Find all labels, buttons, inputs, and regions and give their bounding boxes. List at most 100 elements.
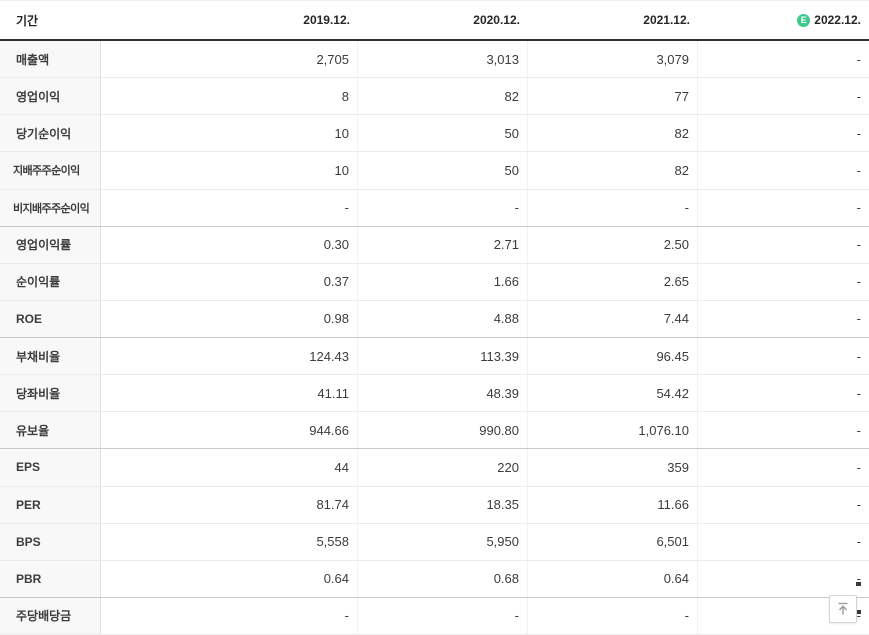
cell-value-2021: 0.64 (528, 560, 698, 597)
cell-value-2021: - (528, 189, 698, 226)
cell-value-2020: 3,013 (358, 41, 528, 78)
column-header-label: 2020.12. (473, 13, 520, 27)
cell-value-2022: - (856, 200, 861, 216)
row-label: 영업이익률 (0, 226, 101, 263)
cell-value-2019: 124.43 (101, 338, 358, 375)
column-header-2019: 2019.12. (101, 13, 358, 27)
cell-value-2022: - (856, 162, 861, 178)
cell-value-2020: 50 (358, 115, 528, 152)
cell-value-2021: 11.66 (528, 486, 698, 523)
cell-value-2021: 3,079 (528, 41, 698, 78)
cell-value-2021: 82 (528, 115, 698, 152)
table-row: 영업이익률 0.30 2.71 2.50 - (0, 226, 869, 264)
table-row: BPS 5,558 5,950 6,501 - (0, 523, 869, 561)
cell-value-2021: - (528, 597, 698, 634)
table-row: 유보율 944.66 990.80 1,076.10 - (0, 412, 869, 450)
cell-value-2020: 82 (358, 78, 528, 115)
table-row: 부채비율 124.43 113.39 96.45 - (0, 338, 869, 376)
table-row: 매출액 2,705 3,013 3,079 - (0, 41, 869, 79)
table-header-row: 기간 2019.12. 2020.12. 2021.12. E 2022.12. (0, 0, 869, 41)
cell-value-2019: 10 (101, 115, 358, 152)
cell-value-2021: 82 (528, 152, 698, 189)
cell-value-2020: 0.68 (358, 560, 528, 597)
cell-value-2022: - (856, 125, 861, 141)
row-label: EPS (0, 449, 101, 486)
cell-value-2022: - (856, 571, 861, 587)
cell-value-2022: - (856, 459, 861, 475)
cell-value-2020: 48.39 (358, 375, 528, 412)
table-row: 순이익률 0.37 1.66 2.65 - (0, 263, 869, 301)
table-row: 당좌비율 41.11 48.39 54.42 - (0, 375, 869, 413)
cell-value-2022: - (856, 237, 861, 253)
cell-value-2020: 50 (358, 152, 528, 189)
row-label: 매출액 (0, 41, 101, 78)
period-column-header: 기간 (16, 13, 39, 28)
table-row: 영업이익 8 82 77 - (0, 78, 869, 116)
row-label: PER (0, 486, 101, 523)
column-header-2022-estimate: E 2022.12. (698, 13, 869, 27)
cell-value-2019: 2,705 (101, 41, 358, 78)
cell-value-2022: - (856, 51, 861, 67)
cell-value-2020: 4.88 (358, 300, 528, 337)
row-label: 주당배당금 (0, 597, 101, 634)
column-header-label: 2019.12. (303, 13, 350, 27)
cell-value-2022: - (856, 348, 861, 364)
cell-value-2022: - (856, 88, 861, 104)
cell-value-2022: - (856, 274, 861, 290)
cell-value-2019: 44 (101, 449, 358, 486)
cell-value-2021: 77 (528, 78, 698, 115)
cell-value-2022: - (856, 608, 861, 624)
cell-value-2020: - (358, 189, 528, 226)
cell-value-2021: 7.44 (528, 300, 698, 337)
cell-value-2019: 0.37 (101, 263, 358, 300)
table-row: PER 81.74 18.35 11.66 - (0, 486, 869, 524)
scroll-to-top-button[interactable] (829, 595, 857, 623)
cell-value-2019: 944.66 (101, 412, 358, 449)
column-header-label: 2021.12. (643, 13, 690, 27)
table-body: 매출액 2,705 3,013 3,079 - 영업이익 8 82 77 - 당… (0, 41, 869, 635)
cell-value-2020: - (358, 597, 528, 634)
cell-value-2020: 2.71 (358, 226, 528, 263)
table-row: 지배주주순이익 10 50 82 - (0, 152, 869, 190)
cell-value-2020: 113.39 (358, 338, 528, 375)
table-row: ROE 0.98 4.88 7.44 - (0, 300, 869, 338)
arrow-up-to-top-icon (835, 601, 851, 617)
cell-value-2020: 220 (358, 449, 528, 486)
cell-value-2020: 5,950 (358, 523, 528, 560)
row-label: 지배주주순이익 (0, 152, 101, 189)
row-label: 당좌비율 (0, 375, 101, 412)
cell-value-2019: 81.74 (101, 486, 358, 523)
cell-value-2020: 1.66 (358, 263, 528, 300)
cell-value-2021: 2.50 (528, 226, 698, 263)
row-label: BPS (0, 523, 101, 560)
estimate-icon: E (797, 13, 811, 27)
cell-value-2022: - (856, 497, 861, 513)
cell-value-2020: 18.35 (358, 486, 528, 523)
cell-value-2019: 0.98 (101, 300, 358, 337)
cell-value-2021: 6,501 (528, 523, 698, 560)
cell-value-2019: 41.11 (101, 375, 358, 412)
cell-value-2019: 0.30 (101, 226, 358, 263)
cell-value-2021: 96.45 (528, 338, 698, 375)
cell-value-2021: 359 (528, 449, 698, 486)
cell-value-2020: 990.80 (358, 412, 528, 449)
cell-value-2021: 2.65 (528, 263, 698, 300)
cell-value-2019: - (101, 597, 358, 634)
table-row: 당기순이익 10 50 82 - (0, 115, 869, 153)
cell-value-2021: 54.42 (528, 375, 698, 412)
column-header-2020: 2020.12. (358, 13, 528, 27)
cell-value-2019: 0.64 (101, 560, 358, 597)
table-row: 비지배주주순이익 - - - - (0, 189, 869, 227)
cell-value-2022: - (856, 311, 861, 327)
row-label: 영업이익 (0, 78, 101, 115)
cell-value-2019: 5,558 (101, 523, 358, 560)
table-row: PBR 0.64 0.68 0.64 - (0, 560, 869, 598)
row-label: 부채비율 (0, 338, 101, 375)
column-header-label: 2022.12. (814, 13, 861, 27)
edge-handle-mark (856, 610, 861, 614)
cell-value-2022: - (856, 385, 861, 401)
cell-value-2019: 8 (101, 78, 358, 115)
row-label: PBR (0, 560, 101, 597)
